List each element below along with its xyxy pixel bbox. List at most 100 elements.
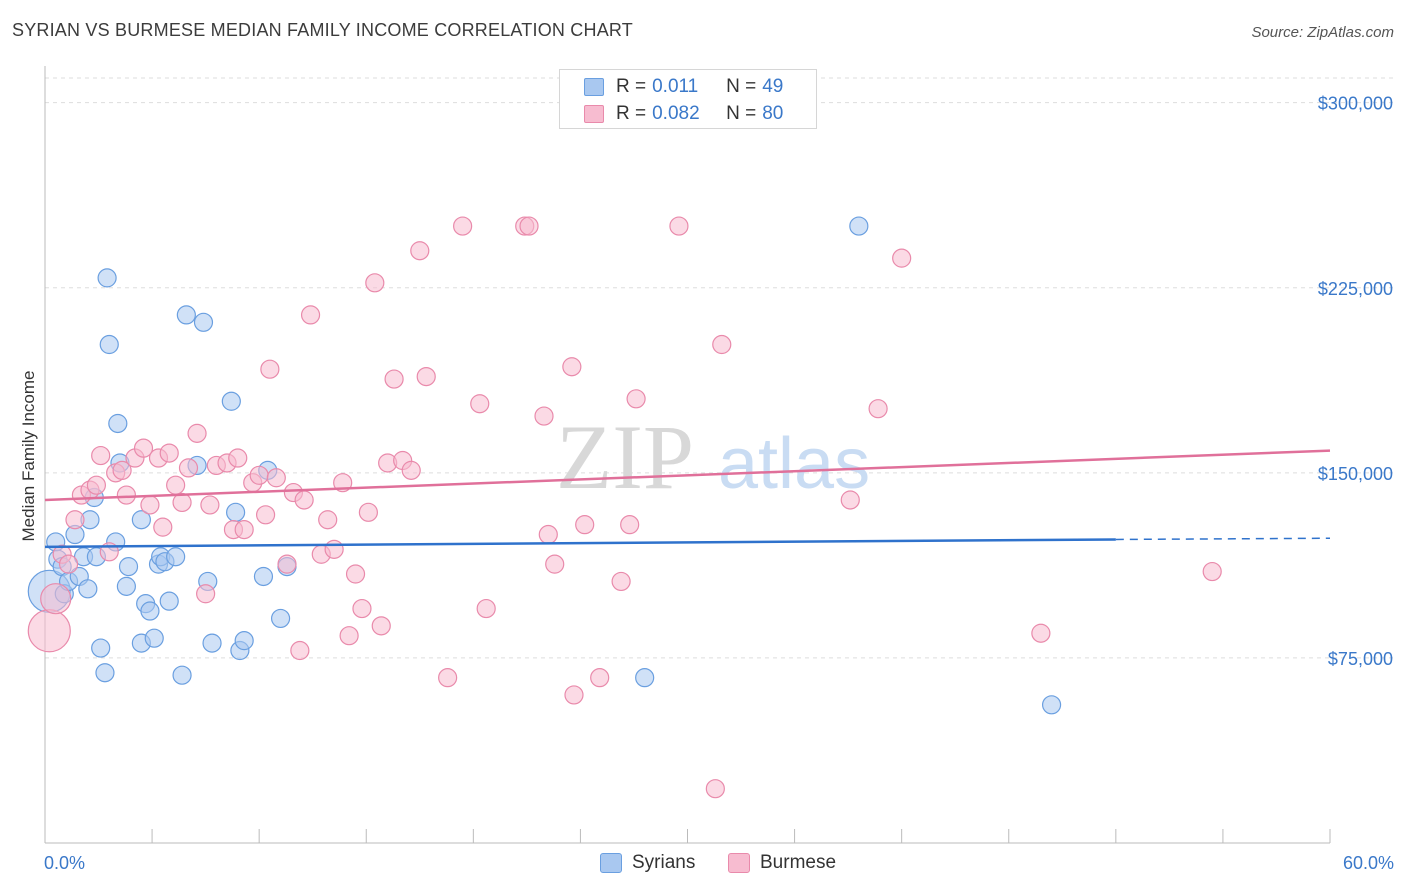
burmese-point (153, 517, 173, 537)
burmese-point (840, 490, 860, 510)
burmese-point (277, 554, 297, 574)
burmese-point (228, 448, 248, 468)
correlation-legend: R = 0.011 N = 49 R = 0.082 N = 80 (559, 69, 817, 129)
burmese-point (112, 460, 132, 480)
legend-n-label: N = (726, 76, 757, 97)
burmese-point (410, 241, 430, 261)
legend-r-label: R = (616, 103, 647, 124)
y-tick-labels: $75,000 $150,000 $225,000 $300,000 (1318, 94, 1393, 669)
burmese-swatch (584, 105, 604, 123)
syrians-point (253, 566, 274, 587)
burmese-point (178, 458, 199, 478)
syrians-point (166, 547, 186, 567)
burmese-point (172, 492, 192, 513)
burmese-point (611, 571, 631, 592)
x-tick-label: 60.0% (1343, 853, 1394, 873)
syrians-point (1041, 695, 1062, 715)
chart-title: SYRIAN VS BURMESE MEDIAN FAMILY INCOME C… (12, 20, 633, 40)
burmese-point (712, 334, 732, 355)
syrians-point (193, 312, 214, 332)
burmese-point (358, 502, 378, 522)
burmese-point (324, 539, 344, 559)
syrians-swatch (584, 78, 604, 96)
burmese-point (91, 445, 111, 466)
burmese-point (564, 685, 584, 705)
watermark-atlas: atlas (718, 424, 870, 504)
burmese-point (249, 465, 269, 485)
burmese-point (575, 515, 595, 535)
burmese-point (1031, 623, 1051, 643)
syrians-point (176, 305, 196, 325)
burmese-point (562, 357, 582, 377)
syrians-point (635, 668, 655, 688)
burmese-point (40, 583, 72, 615)
syrians-point (116, 576, 136, 596)
burmese-point (626, 389, 646, 409)
burmese-point (27, 609, 71, 653)
x-tick-label: 0.0% (44, 853, 85, 873)
burmese-point (116, 485, 136, 505)
burmese-point (58, 554, 79, 574)
burmese-point (705, 779, 725, 799)
burmese-point (620, 515, 640, 535)
syrians-legend-label: Syrians (632, 852, 696, 873)
burmese-points (27, 216, 1222, 799)
syrians-point (99, 334, 119, 355)
axes (44, 66, 1331, 844)
legend-r-label: R = (616, 76, 647, 97)
burmese-point (534, 406, 554, 426)
syrians-point (140, 601, 160, 621)
legend-item-syrians: Syrians (600, 852, 695, 874)
legend-r-value: 0.011 (652, 76, 699, 97)
burmese-point (1202, 561, 1222, 582)
syrians-point (95, 663, 115, 683)
y-tick-label: $225,000 (1318, 279, 1393, 299)
burmese-point (365, 273, 385, 293)
burmese-point (290, 640, 310, 661)
burmese-point (868, 399, 888, 419)
burmese-point (86, 475, 107, 495)
syrians-trend-extension (1115, 537, 1331, 541)
burmese-point (371, 616, 391, 636)
syrians-point (226, 502, 246, 522)
burmese-point (470, 394, 490, 414)
syrians-point (144, 628, 164, 648)
burmese-point (159, 443, 179, 463)
burmese-point (133, 438, 154, 458)
burmese-point (416, 366, 436, 387)
burmese-point (538, 524, 558, 545)
legend-row-syrians: R = 0.011 N = 49 (584, 75, 783, 99)
syrians-point (78, 579, 98, 599)
burmese-point (260, 359, 280, 379)
burmese-point (545, 554, 565, 574)
legend-r-value: 0.082 (652, 103, 700, 124)
y-tick-label: $75,000 (1328, 649, 1393, 669)
y-tick-label: $300,000 (1318, 94, 1393, 114)
burmese-point (294, 490, 314, 510)
syrians-point (91, 638, 111, 658)
x-tick-labels: 0.0% 60.0% (44, 853, 1394, 873)
syrians-point (202, 633, 222, 653)
burmese-legend-label: Burmese (760, 852, 837, 873)
y-axis-label: Median Family Income (19, 370, 38, 541)
burmese-point (453, 216, 473, 236)
burmese-point (166, 475, 186, 495)
burmese-point (590, 668, 610, 688)
syrians-trend-line (44, 538, 1116, 549)
syrians-point (270, 608, 291, 629)
burmese-point (401, 460, 421, 480)
burmese-point (476, 598, 496, 619)
legend-item-burmese: Burmese (728, 852, 836, 874)
syrians-point (234, 631, 254, 651)
burmese-trend-line (44, 449, 1331, 502)
burmese-point (892, 248, 912, 268)
legend-n-value: 49 (762, 76, 784, 97)
burmese-point (438, 668, 458, 688)
burmese-point (140, 495, 160, 515)
burmese-point (345, 564, 366, 584)
legend-row-burmese: R = 0.082 N = 80 (584, 102, 783, 126)
syrians-legend-swatch (600, 853, 622, 873)
burmese-point (384, 369, 404, 389)
burmese-point (352, 598, 372, 619)
